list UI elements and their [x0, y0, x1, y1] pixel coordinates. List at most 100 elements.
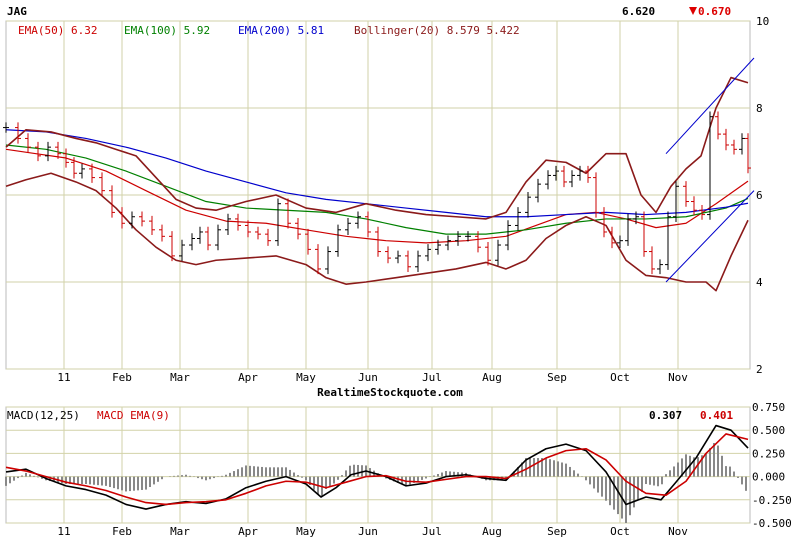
- price-x-tick-label: May: [296, 371, 316, 384]
- ohlc-bar: [617, 235, 623, 249]
- ohlc-bar: [205, 226, 211, 251]
- price-x-tick-label: Nov: [668, 371, 688, 384]
- macd-x-tick-label: 11: [57, 525, 70, 538]
- ohlc-bar: [665, 211, 671, 270]
- ohlc-bar: [71, 157, 77, 179]
- price-x-tick-label: 11: [57, 371, 70, 384]
- ohlc-bar: [435, 239, 441, 255]
- macd-signal-label: MACD EMA(9): [97, 409, 170, 422]
- ohlc-bar: [425, 244, 431, 262]
- macd-x-tick-label: Jul: [422, 525, 442, 538]
- legend-ema100: EMA(100) 5.92: [124, 24, 210, 37]
- ohlc-bar: [129, 211, 135, 229]
- ohlc-bar: [593, 172, 599, 218]
- ohlc-bar: [525, 191, 531, 218]
- ohlc-bar: [285, 198, 291, 229]
- ohlc-bar: [109, 185, 115, 218]
- ohlc-bar: [691, 196, 697, 216]
- macd-x-tick-label: Apr: [238, 525, 258, 538]
- ohlc-bar: [305, 228, 311, 255]
- ohlc-bar: [505, 220, 511, 251]
- ohlc-bar: [149, 215, 155, 236]
- ohlc-bar: [139, 211, 145, 227]
- ohlc-bar: [215, 224, 221, 251]
- price-x-tick-label: Aug: [482, 371, 502, 384]
- price-y-tick-label: 6: [756, 189, 763, 202]
- ohlc-bar: [385, 246, 391, 264]
- ohlc-bar: [673, 181, 679, 222]
- ohlc-bar: [633, 211, 639, 225]
- macd-x-tick-label: Jun: [358, 525, 378, 538]
- last-price: 6.620: [622, 5, 655, 18]
- ohlc-bar: [197, 226, 203, 244]
- legend-bollinger: Bollinger(20) 8.579 5.422: [354, 24, 520, 37]
- ohlc-bar: [189, 233, 195, 251]
- ohlc-bar: [415, 250, 421, 272]
- ohlc-bar: [3, 122, 9, 133]
- ohlc-bar: [577, 165, 583, 181]
- ohlc-bar: [699, 205, 705, 220]
- series-line-bollinger-20-lower: [5, 172, 749, 292]
- ohlc-bar: [553, 165, 559, 181]
- price-y-axis: 2 4 6 8 10: [756, 15, 769, 376]
- price-x-tick-label: Jul: [422, 371, 442, 384]
- ohlc-bar: [641, 211, 647, 257]
- price-x-tick-label: Mar: [170, 371, 190, 384]
- price-change: 0.670: [698, 5, 731, 18]
- ohlc-bar: [495, 239, 501, 266]
- price-x-tick-label: Sep: [547, 371, 567, 384]
- ohlc-bar: [295, 218, 301, 240]
- macd-x-tick-label: May: [296, 525, 316, 538]
- ohlc-bar: [515, 207, 521, 231]
- ohlc-bar: [325, 246, 331, 275]
- macd-x-tick-label: Feb: [112, 525, 132, 538]
- macd-title: MACD(12,25): [7, 409, 80, 422]
- ohlc-bar: [745, 133, 751, 174]
- ohlc-bar: [345, 218, 351, 236]
- macd-histogram: [5, 443, 747, 523]
- macd-x-tick-label: Nov: [668, 525, 688, 538]
- macd-x-tick-label: Oct: [610, 525, 630, 538]
- price-y-tick-label: 8: [756, 102, 763, 115]
- ohlc-bars: [3, 111, 751, 275]
- ohlc-bar: [569, 170, 575, 188]
- series-line-bollinger-20-upper: [5, 76, 749, 220]
- ohlc-bar: [545, 170, 551, 190]
- ohlc-bar: [335, 224, 341, 257]
- ohlc-bar: [609, 226, 615, 249]
- ohlc-bar: [89, 163, 95, 183]
- ohlc-bar: [475, 231, 481, 253]
- price-series-group: [5, 57, 755, 292]
- ohlc-bar: [179, 239, 185, 262]
- price-x-tick-label: Jun: [358, 371, 378, 384]
- ohlc-bar: [405, 250, 411, 272]
- price-grid: [6, 20, 750, 370]
- macd-y-tick-label: 0.750: [752, 401, 785, 414]
- trendline-channel-upper: [665, 57, 755, 155]
- ohlc-bar: [315, 244, 321, 275]
- ohlc-bar: [365, 211, 371, 238]
- macd-line-macd-12-25-: [5, 424, 749, 510]
- ohlc-bar: [395, 250, 401, 264]
- ohlc-bar: [235, 213, 241, 231]
- ohlc-bar: [35, 141, 41, 162]
- ohlc-bar: [485, 241, 491, 266]
- series-line-ema-50-: [5, 148, 749, 244]
- ohlc-bar: [55, 141, 61, 159]
- price-legend: EMA(50) 6.32 EMA(100) 5.92 EMA(200) 5.81…: [18, 24, 520, 37]
- legend-ema50: EMA(50) 6.32: [18, 24, 97, 37]
- trendline-channel-lower: [665, 190, 755, 283]
- ohlc-bar: [15, 122, 21, 144]
- macd-y-tick-label: -0.500: [752, 517, 792, 530]
- ohlc-bar: [585, 165, 591, 183]
- ohlc-bar: [445, 235, 451, 251]
- ohlc-bar: [25, 133, 31, 153]
- ohlc-bar: [169, 231, 175, 262]
- ohlc-bar: [119, 207, 125, 229]
- macd-x-tick-label: Sep: [547, 525, 567, 538]
- macd-line-macd-ema-9-: [5, 433, 749, 506]
- macd-y-tick-label: 0.250: [752, 447, 785, 460]
- ohlc-bar: [707, 111, 713, 220]
- macd-y-tick-label: 0.000: [752, 471, 785, 484]
